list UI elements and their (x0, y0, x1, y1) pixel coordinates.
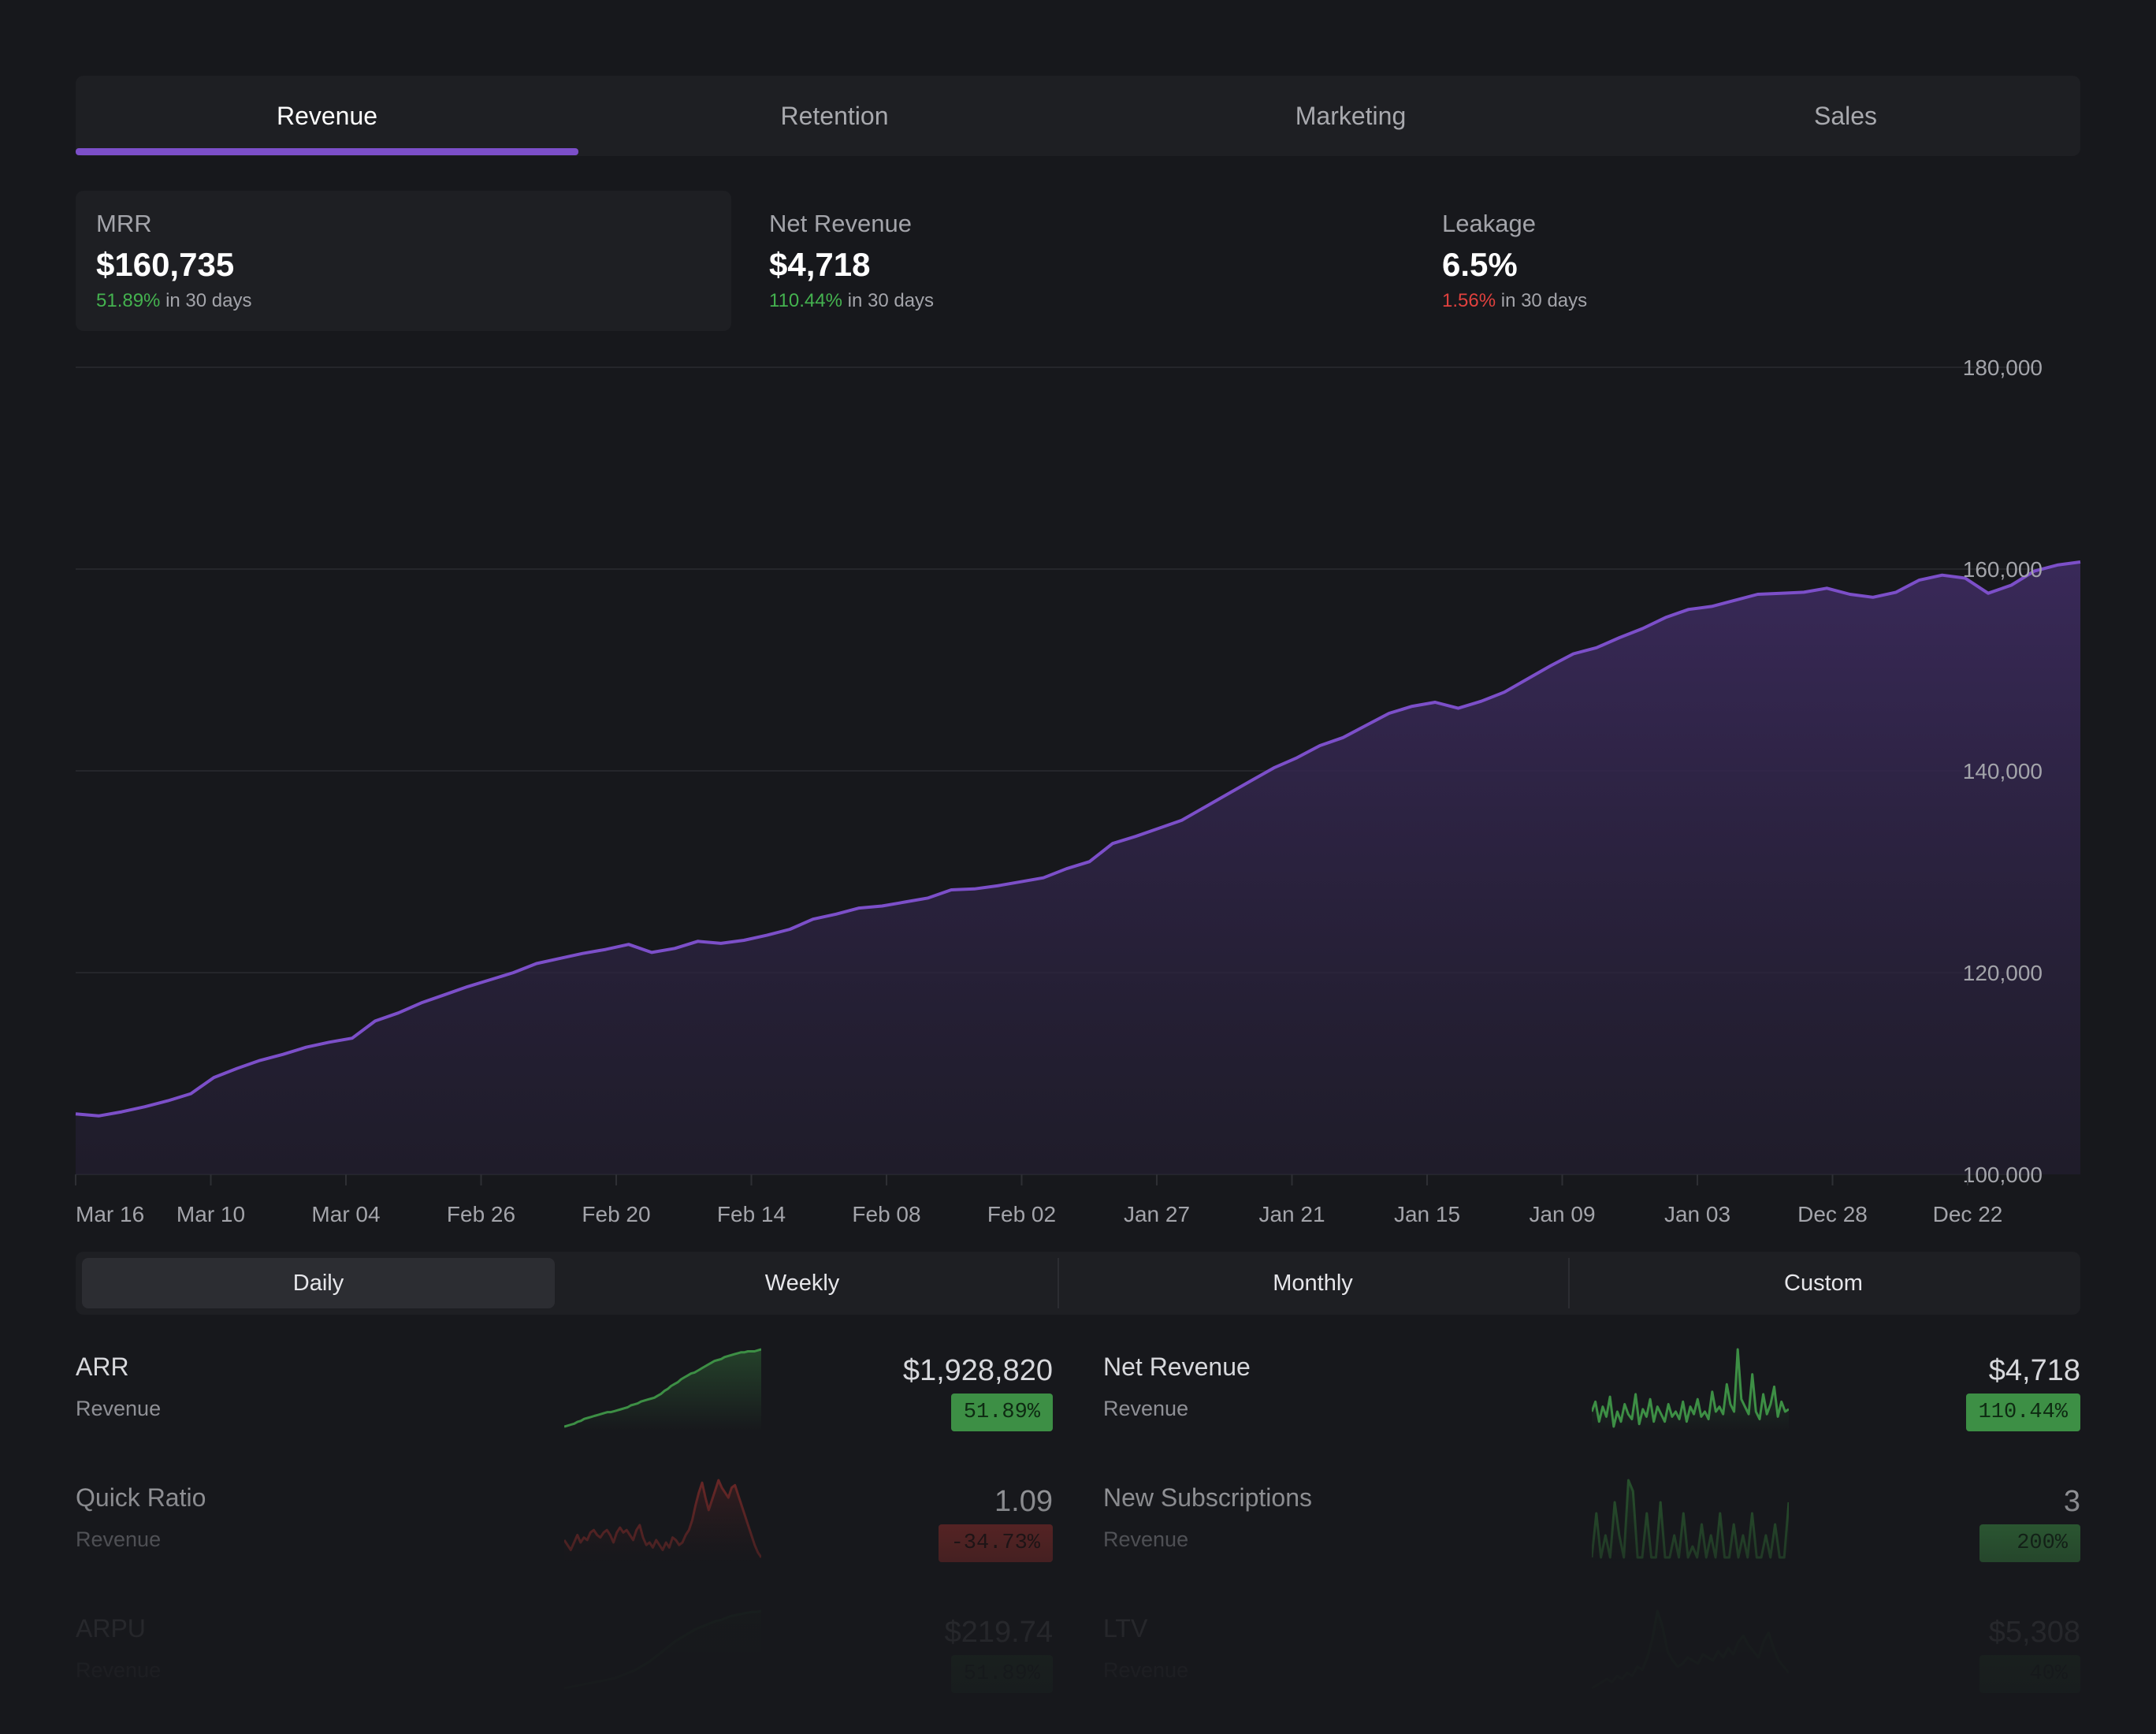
stat-category: Revenue (76, 1397, 162, 1420)
sparkline-line (1592, 1479, 1789, 1559)
tab-marketing[interactable]: Marketing (1295, 102, 1407, 130)
change-badge: 51.89% (950, 1394, 1053, 1431)
stat-category: Revenue (76, 1658, 162, 1682)
x-tick-label: Mar 10 (177, 1202, 245, 1226)
sparkline (564, 1609, 761, 1693)
dashboard-tabs: Revenue Retention Marketing Sales (76, 76, 2080, 156)
stat-value: $1,928,820 (902, 1354, 1053, 1387)
x-tick-label: Dec 28 (1797, 1202, 1868, 1226)
period-daily-button[interactable]: Daily (82, 1258, 555, 1308)
change-badge: 40% (1979, 1655, 2080, 1693)
metric-label: Leakage (1442, 210, 1536, 237)
stat-row-arpu[interactable]: ARPU Revenue $219.74 51.89% (76, 1606, 1053, 1717)
x-tick-label: Feb 14 (717, 1202, 786, 1226)
divider (1568, 1258, 1570, 1308)
x-tick-label: Jan 21 (1258, 1202, 1325, 1226)
divider (1058, 1258, 1059, 1308)
metric-change-percent: 110.44% (769, 290, 842, 311)
tab-revenue[interactable]: Revenue (276, 102, 378, 130)
sparkline (564, 1348, 761, 1431)
sparkline (1592, 1609, 1789, 1693)
stat-row-quick-ratio[interactable]: Quick Ratio Revenue 1.09 -34.73% (76, 1475, 1053, 1586)
x-tick-label: Feb 20 (582, 1202, 650, 1226)
metric-card-net-revenue[interactable]: Net Revenue $4,718 110.44% in 30 days (749, 191, 1404, 331)
stat-category: Revenue (1103, 1658, 1189, 1682)
tab-sales[interactable]: Sales (1813, 102, 1878, 130)
stat-category: Revenue (76, 1527, 162, 1551)
stat-name: Quick Ratio (76, 1483, 206, 1512)
sparkline-fill (564, 1349, 761, 1431)
stat-row-arr[interactable]: ARR Revenue $1,928,820 51.89% (76, 1345, 1053, 1455)
x-tick-label: Jan 09 (1529, 1202, 1595, 1226)
x-tick-label: Mar 16 (76, 1202, 144, 1226)
change-badge: 200% (1979, 1524, 2080, 1562)
change-badge: -34.73% (938, 1524, 1053, 1562)
sparkline (1592, 1479, 1789, 1562)
metric-label: Net Revenue (769, 210, 912, 237)
period-custom-button[interactable]: Custom (1784, 1271, 1863, 1296)
metric-value: $4,718 (769, 246, 871, 283)
y-tick-label: 120,000 (1963, 961, 2043, 985)
metric-change-percent: 51.89% (96, 290, 161, 311)
metric-change: 51.89% in 30 days (96, 290, 251, 312)
sparkline (564, 1479, 761, 1562)
stat-category: Revenue (1103, 1397, 1189, 1420)
stat-category: Revenue (1103, 1527, 1189, 1551)
period-monthly-button[interactable]: Monthly (1273, 1271, 1353, 1296)
area-fill (76, 562, 2080, 1174)
sparkline (1592, 1348, 1789, 1431)
stat-row-ltv[interactable]: LTV Revenue $5,308 40% (1103, 1606, 2080, 1717)
x-tick-label: Jan 27 (1124, 1202, 1190, 1226)
stat-row-net-revenue[interactable]: Net Revenue Revenue $4,718 110.44% (1103, 1345, 2080, 1455)
metric-change: 1.56% in 30 days (1442, 290, 1587, 312)
metric-change-period: in 30 days (1500, 290, 1588, 311)
stat-name: New Subscriptions (1103, 1483, 1312, 1512)
tab-retention[interactable]: Retention (780, 102, 889, 130)
metric-change-percent: 1.56% (1442, 290, 1496, 311)
stat-value: $219.74 (944, 1616, 1053, 1649)
metric-change-period: in 30 days (847, 290, 935, 311)
y-tick-label: 160,000 (1963, 557, 2043, 582)
active-tab-indicator (76, 148, 578, 155)
y-tick-label: 140,000 (1963, 759, 2043, 783)
stat-value: $4,718 (1988, 1354, 2080, 1387)
x-tick-label: Feb 02 (987, 1202, 1056, 1226)
x-tick-label: Mar 04 (311, 1202, 380, 1226)
stat-name: Net Revenue (1103, 1353, 1251, 1381)
metric-label: MRR (96, 210, 152, 237)
stat-name: LTV (1103, 1614, 1148, 1643)
x-tick-label: Jan 15 (1394, 1202, 1460, 1226)
change-badge: 51.89% (950, 1655, 1053, 1693)
period-selector: Daily Weekly Monthly Custom (76, 1252, 2080, 1315)
metric-value: 6.5% (1442, 246, 1518, 283)
change-badge: 110.44% (1965, 1394, 2080, 1431)
metric-card-mrr[interactable]: MRR $160,735 51.89% in 30 days (76, 191, 731, 331)
x-tick-label: Jan 03 (1664, 1202, 1730, 1226)
x-tick-label: Feb 26 (447, 1202, 515, 1226)
stat-name: ARR (76, 1353, 129, 1381)
metric-card-leakage[interactable]: Leakage 6.5% 1.56% in 30 days (1422, 191, 2077, 331)
y-tick-label: 180,000 (1963, 355, 2043, 380)
series-line (75, 560, 2081, 1118)
stat-name: ARPU (76, 1614, 146, 1643)
stat-value: 1.09 (994, 1485, 1053, 1518)
metric-change-period: in 30 days (165, 290, 252, 311)
x-tick-label: Feb 08 (852, 1202, 920, 1226)
stat-row-new-subscriptions[interactable]: New Subscriptions Revenue 3 200% (1103, 1475, 2080, 1586)
x-tick-label: Dec 22 (1933, 1202, 2003, 1226)
metric-change: 110.44% in 30 days (769, 290, 934, 312)
stat-value: 3 (2063, 1485, 2080, 1518)
metric-value: $160,735 (96, 246, 235, 283)
period-weekly-button[interactable]: Weekly (764, 1271, 840, 1296)
mrr-area-chart: 100,000 120,000 140,000 160,000 180,000 Mar 1… (75, 355, 2081, 1226)
y-tick-label: 100,000 (1963, 1163, 2043, 1187)
stat-value: $5,308 (1988, 1616, 2080, 1649)
